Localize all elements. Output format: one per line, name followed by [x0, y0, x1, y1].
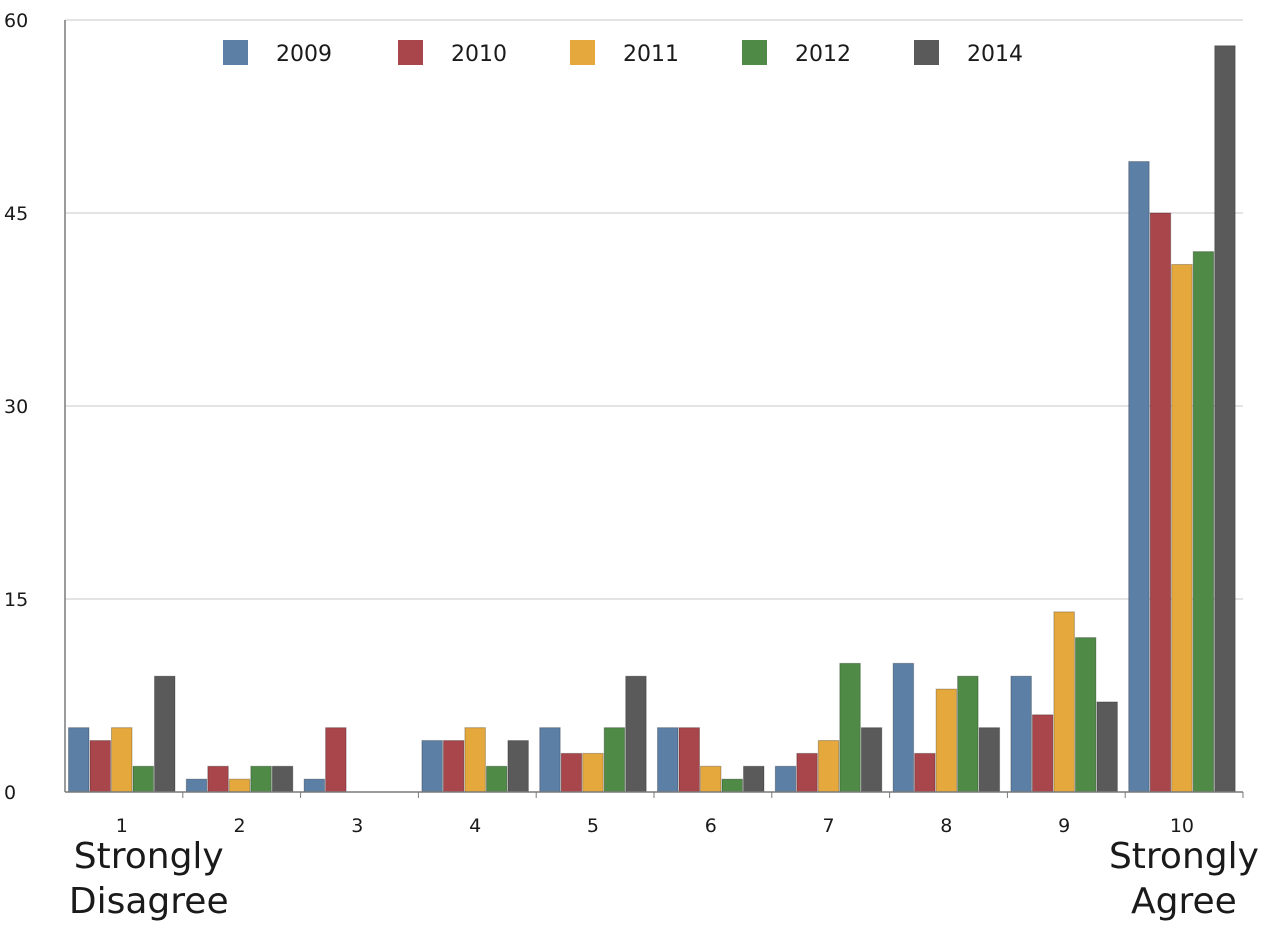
- bar: [796, 752, 818, 793]
- bar: [1171, 263, 1193, 793]
- legend-swatch: [398, 40, 423, 65]
- x-tick-label: 8: [940, 815, 952, 837]
- legend-label: 2012: [795, 42, 851, 67]
- bar: [914, 752, 936, 793]
- x-tick-label: 2: [234, 815, 246, 837]
- bar: [1096, 701, 1118, 793]
- bar: [271, 765, 294, 793]
- annotation-label: Disagree: [69, 881, 229, 922]
- bar: [839, 662, 861, 793]
- bar: [207, 765, 229, 793]
- bar: [1192, 251, 1215, 793]
- annotation-label: Agree: [1131, 881, 1237, 922]
- bar: [325, 727, 347, 793]
- legend-swatch: [223, 40, 248, 65]
- bar: [978, 727, 1001, 793]
- bar: [303, 778, 326, 793]
- y-tick-label: 60: [4, 10, 28, 32]
- bar: [817, 740, 840, 793]
- bar: [721, 778, 743, 793]
- bar: [111, 727, 133, 793]
- x-tick-label: 9: [1058, 815, 1070, 837]
- x-tick-label: 7: [823, 815, 835, 837]
- y-tick-label: 15: [4, 589, 28, 611]
- bar: [1053, 611, 1075, 793]
- bar: [860, 727, 883, 793]
- bar: [892, 662, 915, 793]
- legend-label: 2009: [276, 42, 332, 67]
- y-tick-label: 45: [4, 203, 28, 225]
- legend-label: 2010: [451, 42, 507, 67]
- bar: [89, 740, 111, 793]
- x-tick-label: 5: [587, 815, 599, 837]
- legend: 2009 2010 2011 2012 2014: [223, 40, 1023, 67]
- bar: [625, 675, 647, 793]
- x-tick-label: 4: [469, 815, 481, 837]
- x-tick-label: 10: [1170, 815, 1194, 837]
- bar: [957, 675, 979, 793]
- bar: [539, 727, 561, 793]
- bar: [154, 675, 176, 793]
- bar: [1149, 212, 1172, 793]
- bar: [678, 727, 700, 793]
- bar: [657, 727, 679, 793]
- legend-swatch: [914, 40, 939, 65]
- bar: [935, 688, 958, 793]
- legend-swatch: [570, 40, 595, 65]
- bar: [507, 740, 529, 793]
- bars: [68, 45, 1236, 793]
- bar: [743, 765, 765, 793]
- bar: [421, 740, 443, 793]
- y-tick-label: 0: [4, 782, 16, 804]
- bar: [1031, 714, 1054, 793]
- bar: [774, 765, 797, 793]
- x-tick-label: 1: [116, 815, 128, 837]
- legend-label: 2014: [967, 42, 1023, 67]
- bar: [560, 752, 583, 793]
- y-tick-label: 30: [4, 396, 28, 418]
- bar: [464, 727, 486, 793]
- legend-swatch: [742, 40, 767, 65]
- legend-label: 2011: [623, 42, 679, 67]
- bar: [185, 778, 208, 793]
- bar: [1214, 45, 1236, 793]
- x-tick-label: 3: [351, 815, 363, 837]
- bar: [68, 727, 90, 793]
- bar: [132, 765, 154, 793]
- bar: [442, 740, 465, 793]
- bar: [1010, 675, 1032, 793]
- bar: [228, 778, 251, 793]
- bar: [700, 765, 722, 793]
- x-tick-label: 6: [705, 815, 717, 837]
- bar: [485, 765, 508, 793]
- bar: [250, 765, 272, 793]
- bar: [603, 727, 626, 793]
- bar: [1074, 637, 1097, 793]
- bar: [1128, 161, 1150, 793]
- bar: [582, 752, 604, 793]
- gridlines: [65, 19, 1243, 600]
- annotation-label: Strongly: [74, 836, 224, 877]
- annotation-label: Strongly: [1109, 836, 1259, 877]
